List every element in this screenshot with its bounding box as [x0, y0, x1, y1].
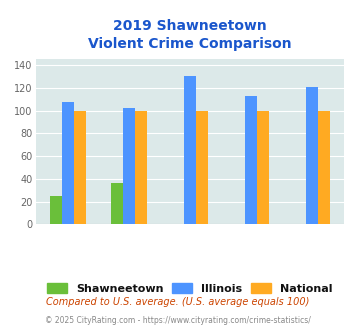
Text: Compared to U.S. average. (U.S. average equals 100): Compared to U.S. average. (U.S. average … — [46, 297, 309, 307]
Bar — [74, 111, 86, 224]
Bar — [318, 111, 330, 224]
Bar — [257, 111, 269, 224]
Bar — [123, 108, 135, 224]
Bar — [62, 102, 74, 224]
Bar — [306, 87, 318, 224]
Bar — [184, 77, 196, 224]
Bar — [135, 111, 147, 224]
Bar — [196, 111, 208, 224]
Bar — [50, 196, 62, 224]
Title: 2019 Shawneetown
Violent Crime Comparison: 2019 Shawneetown Violent Crime Compariso… — [88, 19, 292, 51]
Bar — [110, 183, 123, 224]
Legend: Shawneetown, Illinois, National: Shawneetown, Illinois, National — [44, 280, 336, 297]
Bar — [245, 96, 257, 224]
Text: © 2025 CityRating.com - https://www.cityrating.com/crime-statistics/: © 2025 CityRating.com - https://www.city… — [45, 315, 310, 325]
